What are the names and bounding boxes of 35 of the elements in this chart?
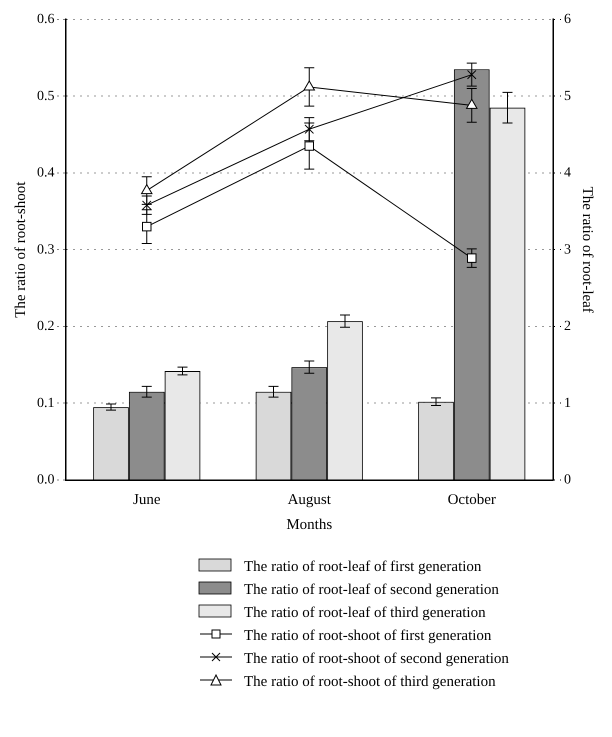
point xyxy=(467,70,476,80)
y2-axis-title: The ratio of root-leaf xyxy=(579,186,596,313)
point xyxy=(304,141,314,151)
y-tick-label: 0.4 xyxy=(37,166,54,181)
y-tick-label: 0.5 xyxy=(37,88,54,104)
x-tick-label: June xyxy=(133,492,161,508)
legend-label: The ratio of root-shoot of third generation xyxy=(244,674,496,691)
x-tick-label: August xyxy=(288,492,332,508)
y2-tick-label: 4 xyxy=(564,166,571,181)
legend-label: The ratio of root-shoot of first generation xyxy=(244,628,492,645)
y-tick-label: 0.3 xyxy=(37,242,54,258)
x-tick-label: October xyxy=(448,492,496,508)
point xyxy=(141,184,152,194)
point xyxy=(142,222,152,232)
y-tick-label: 0.0 xyxy=(37,472,54,488)
y-axis-title: The ratio of root-shoot xyxy=(12,180,29,318)
y-tick-label: 0.1 xyxy=(37,396,54,411)
point xyxy=(304,124,314,134)
point xyxy=(466,98,478,109)
point xyxy=(304,80,315,90)
point xyxy=(467,253,476,263)
point xyxy=(142,200,152,210)
y2-tick-label: 2 xyxy=(564,319,571,334)
y2-tick-label: 3 xyxy=(564,242,571,258)
legend-label: The ratio of root-shoot of second generation xyxy=(244,651,509,668)
legend-label: The ratio of root-leaf of first generation xyxy=(244,559,482,576)
y2-tick-label: 5 xyxy=(564,88,571,104)
x-axis-title: Months xyxy=(286,516,332,533)
y-tick-label: 0.6 xyxy=(37,12,54,28)
y-tick-label: 0.2 xyxy=(37,319,54,334)
y2-tick-label: 0 xyxy=(564,472,571,488)
y2-tick-label: 6 xyxy=(564,12,571,28)
legend-label: The ratio of root-leaf of second generation xyxy=(244,582,499,599)
y2-tick-label: 1 xyxy=(564,396,571,411)
legend-label: The ratio of root-leaf of third generation xyxy=(244,605,486,622)
